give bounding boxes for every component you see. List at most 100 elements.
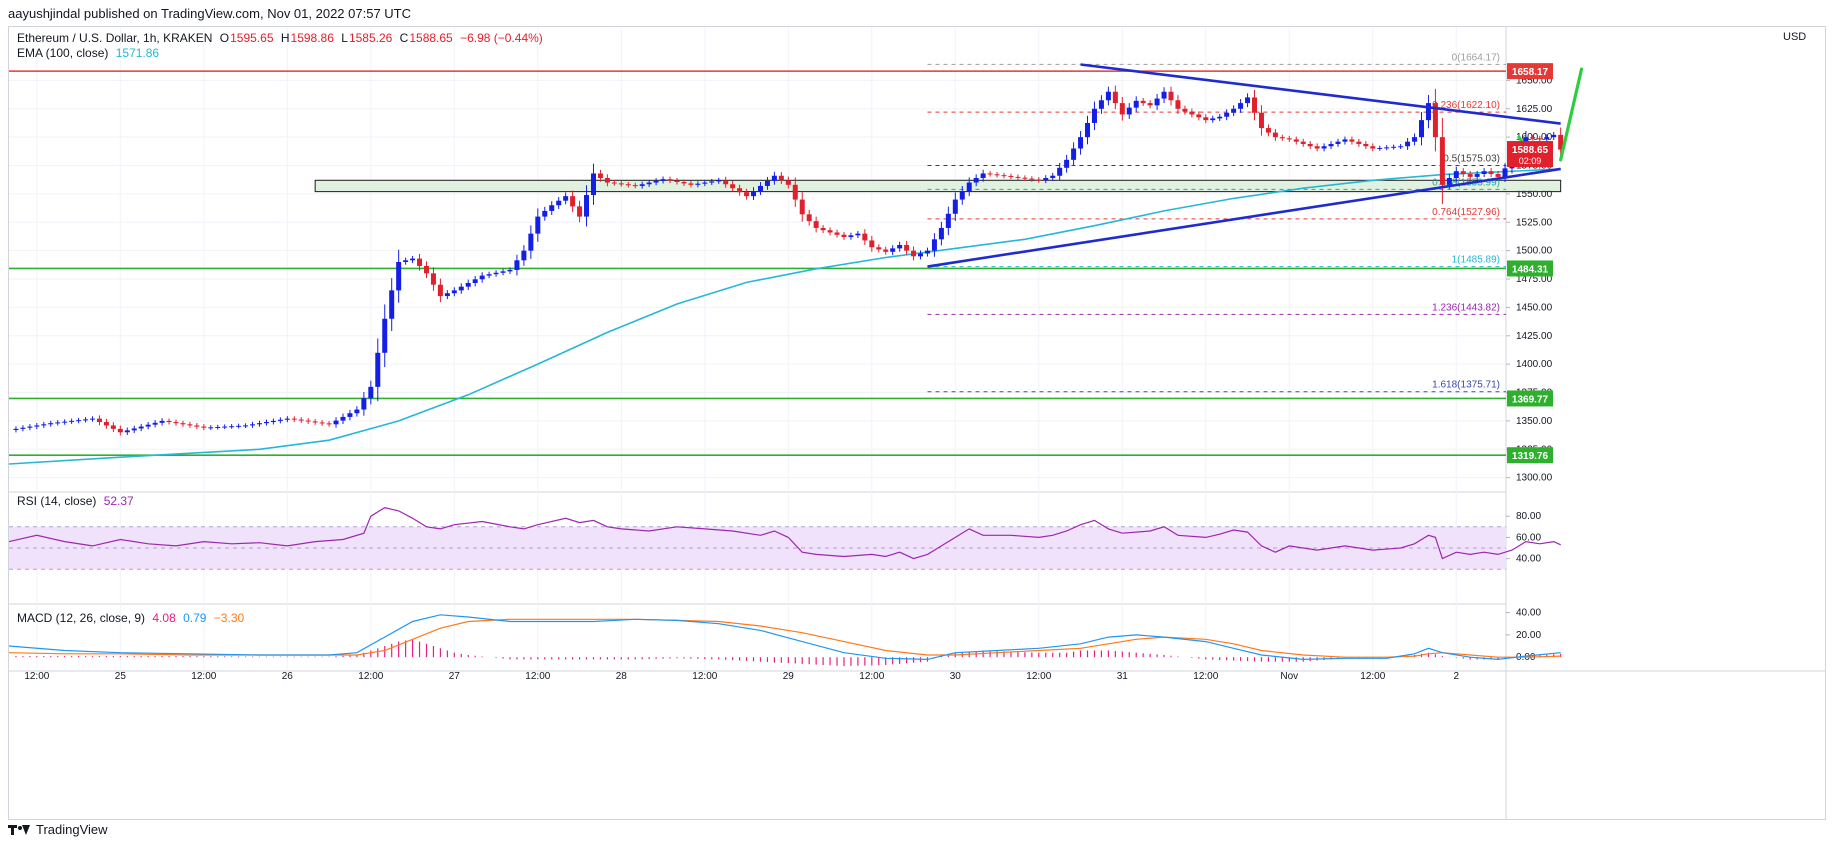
candle-body xyxy=(117,428,123,433)
candle-body xyxy=(653,180,659,183)
candle-body xyxy=(1085,122,1091,138)
time-tick-label: 12:00 xyxy=(1193,671,1218,682)
candle-body xyxy=(1481,171,1487,175)
rsi-tick-label: 40.00 xyxy=(1516,554,1541,565)
candle-body xyxy=(1398,146,1404,148)
rsi-label: RSI (14, close) xyxy=(17,494,97,508)
candle-body xyxy=(757,185,763,192)
price-level-label: 1484.31 xyxy=(1512,264,1549,275)
candle-body xyxy=(263,422,269,424)
candle-body xyxy=(1161,91,1167,99)
price-tick-label: 1650.00 xyxy=(1516,75,1553,86)
candle-body xyxy=(69,420,75,422)
candle-body xyxy=(1224,112,1230,117)
candle-body xyxy=(1453,171,1459,179)
candle-body xyxy=(806,214,812,222)
price-tick-label: 1500.00 xyxy=(1516,246,1553,257)
candle-body xyxy=(194,425,200,427)
candle-body xyxy=(437,284,443,297)
candle-body xyxy=(410,258,416,261)
macd-tick-label: 20.00 xyxy=(1516,630,1541,641)
candle-body xyxy=(1419,120,1425,138)
rsi-value: 52.37 xyxy=(103,494,134,508)
candle-body xyxy=(931,239,937,251)
price-tick-label: 1350.00 xyxy=(1516,416,1553,427)
candle-body xyxy=(737,188,743,193)
candle-body xyxy=(222,426,228,428)
candle-body xyxy=(1314,146,1320,149)
candle-body xyxy=(570,196,576,207)
time-tick-label: 30 xyxy=(950,671,962,682)
candle-body xyxy=(1091,108,1097,123)
time-tick-label: 12:00 xyxy=(24,671,49,682)
symbol-title: Ethereum / U.S. Dollar, 1h, KRAKEN xyxy=(17,31,213,45)
candle-body xyxy=(918,253,924,257)
candle-body xyxy=(667,179,673,181)
candle-body xyxy=(1043,178,1049,181)
candle-body xyxy=(319,422,325,424)
candle-body xyxy=(1439,137,1445,185)
candle-body xyxy=(1105,91,1111,101)
candle-body xyxy=(103,422,109,426)
candle-body xyxy=(674,180,680,182)
candle-body xyxy=(124,430,130,433)
chart-canvas[interactable]: 12:00 25 12:00 26 12:00 27 12:00 28 12:00 29 12:00… xyxy=(9,27,1825,819)
candle-body xyxy=(952,199,958,214)
candle-body xyxy=(1370,146,1376,149)
ema-legend[interactable]: EMA (100, close) 1571.86 xyxy=(17,46,163,60)
candle-body xyxy=(1300,141,1306,144)
candle-body xyxy=(1356,141,1362,144)
candle-body xyxy=(702,182,708,184)
candle-body xyxy=(1182,108,1188,112)
candle-body xyxy=(980,173,986,179)
candle-body xyxy=(458,286,464,291)
candle-body xyxy=(813,221,819,228)
candle-body xyxy=(1530,137,1536,139)
tradingview-brand: TradingView xyxy=(36,822,108,837)
candle-body xyxy=(764,180,770,186)
candle-body xyxy=(855,233,861,236)
candle-body xyxy=(556,200,562,206)
candle-body xyxy=(1537,138,1543,140)
candle-body xyxy=(1412,137,1418,142)
candle-body xyxy=(1377,147,1383,149)
candle-body xyxy=(340,416,346,421)
candle-body xyxy=(1189,111,1195,115)
candle-body xyxy=(444,293,450,297)
candle-body xyxy=(229,426,235,428)
candle-body xyxy=(305,420,311,422)
candle-body xyxy=(681,181,687,184)
candle-body xyxy=(945,213,951,228)
candle-body xyxy=(451,290,457,294)
trendline xyxy=(1080,63,1561,125)
ema-100-line xyxy=(9,168,1561,465)
candle-body xyxy=(1057,167,1063,176)
candle-body xyxy=(848,235,854,238)
publisher-caption: aayushjindal published on TradingView.co… xyxy=(8,6,412,21)
ema-value: 1571.86 xyxy=(115,46,160,60)
candle-body xyxy=(1384,147,1390,149)
price-level-label: 1658.17 xyxy=(1512,67,1549,78)
rsi-legend[interactable]: RSI (14, close) 52.37 xyxy=(17,494,138,508)
rsi-tick-label: 60.00 xyxy=(1516,532,1541,543)
countdown-label: 02:09 xyxy=(1519,156,1542,166)
candle-body xyxy=(465,282,471,287)
candle-body xyxy=(430,273,436,285)
candle-body xyxy=(250,424,256,426)
candle-body xyxy=(1203,117,1209,121)
close-label: C xyxy=(399,31,409,45)
candle-body xyxy=(382,318,388,353)
candle-body xyxy=(277,419,283,421)
candle-body xyxy=(542,210,548,217)
candle-body xyxy=(820,227,826,231)
tradingview-logo[interactable]: TradingView xyxy=(8,822,108,837)
candle-body xyxy=(625,184,631,186)
candle-body xyxy=(312,421,318,423)
candle-body xyxy=(959,191,965,200)
macd-legend[interactable]: MACD (12, 26, close, 9) 4.08 0.79 −3.30 xyxy=(17,611,248,625)
fib-level-label: 0(1664.17) xyxy=(1452,52,1500,63)
candle-body xyxy=(131,428,137,431)
macd-tick-label: 40.00 xyxy=(1516,608,1541,619)
candle-body xyxy=(924,250,930,254)
candle-body xyxy=(911,250,917,257)
